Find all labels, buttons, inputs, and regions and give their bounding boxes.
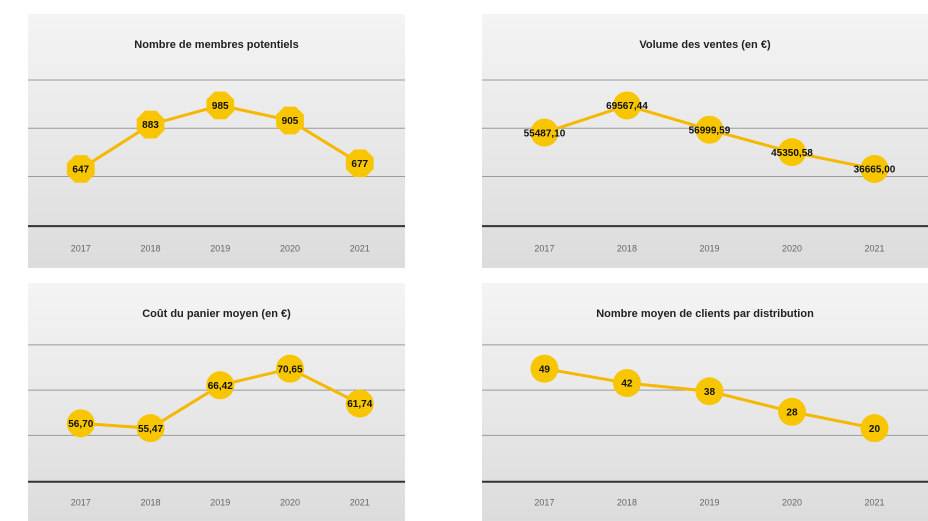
- data-label: 38: [704, 387, 716, 398]
- x-tick-label: 2021: [350, 243, 370, 253]
- x-tick-label: 2019: [210, 498, 230, 508]
- point-marker: [860, 414, 889, 443]
- x-tick-label: 2017: [534, 243, 554, 253]
- x-tick-label: 2019: [699, 243, 719, 253]
- point-marker: [530, 354, 559, 383]
- x-tick-label: 2018: [141, 243, 161, 253]
- data-label: 36665,00: [854, 165, 896, 176]
- point-marker: [276, 106, 304, 135]
- x-tick-label: 2017: [71, 498, 91, 508]
- point-marker: [612, 91, 641, 120]
- point-marker: [206, 91, 235, 120]
- chart-title: Nombre moyen de clients par distribution: [596, 308, 814, 320]
- x-tick-label: 2020: [782, 498, 802, 508]
- data-label: 28: [786, 407, 798, 418]
- data-label: 985: [212, 101, 229, 112]
- point-marker: [66, 155, 95, 183]
- point-marker: [345, 149, 374, 178]
- panel: [28, 14, 405, 268]
- x-tick-label: 2018: [617, 243, 637, 253]
- point-marker: [860, 154, 889, 183]
- data-label: 66,42: [208, 381, 233, 392]
- x-tick-label: 2020: [280, 498, 300, 508]
- data-label: 55487,10: [524, 128, 566, 139]
- point-marker: [777, 138, 806, 167]
- x-tick-label: 2021: [864, 243, 884, 253]
- point-marker: [66, 409, 95, 438]
- data-label: 45350,58: [771, 148, 813, 159]
- chart-title: Coût du panier moyen (en €): [142, 308, 291, 320]
- point-marker: [136, 414, 165, 443]
- point-marker: [276, 354, 305, 383]
- x-tick-label: 2018: [617, 498, 637, 508]
- data-label: 49: [539, 364, 551, 375]
- point-marker: [777, 397, 806, 426]
- point-marker: [695, 115, 724, 144]
- x-tick-label: 2019: [699, 498, 719, 508]
- chart-title: Volume des ventes (en €): [639, 39, 771, 51]
- data-label: 20: [869, 424, 881, 435]
- data-label: 677: [351, 159, 368, 170]
- x-tick-label: 2018: [141, 498, 161, 508]
- x-tick-label: 2021: [350, 498, 370, 508]
- data-label: 42: [621, 379, 633, 390]
- data-label: 647: [72, 165, 89, 176]
- x-tick-label: 2019: [210, 243, 230, 253]
- x-tick-label: 2020: [280, 243, 300, 253]
- point-marker: [695, 377, 724, 406]
- x-tick-label: 2017: [71, 243, 91, 253]
- point-marker: [612, 369, 641, 398]
- data-label: 56999,59: [689, 125, 731, 136]
- x-tick-label: 2020: [782, 243, 802, 253]
- data-label: 70,65: [277, 364, 302, 375]
- chart-title: Nombre de membres potentiels: [134, 39, 298, 51]
- data-label: 55,47: [138, 424, 163, 435]
- point-marker: [136, 110, 165, 139]
- data-label: 56,70: [68, 419, 93, 430]
- data-label: 61,74: [347, 399, 372, 410]
- x-tick-label: 2017: [534, 498, 554, 508]
- x-tick-label: 2021: [864, 498, 884, 508]
- point-marker: [530, 118, 559, 147]
- data-label: 905: [282, 116, 299, 127]
- point-marker: [345, 389, 374, 418]
- data-label: 69567,44: [606, 101, 648, 112]
- point-marker: [206, 371, 235, 400]
- data-label: 883: [142, 120, 159, 131]
